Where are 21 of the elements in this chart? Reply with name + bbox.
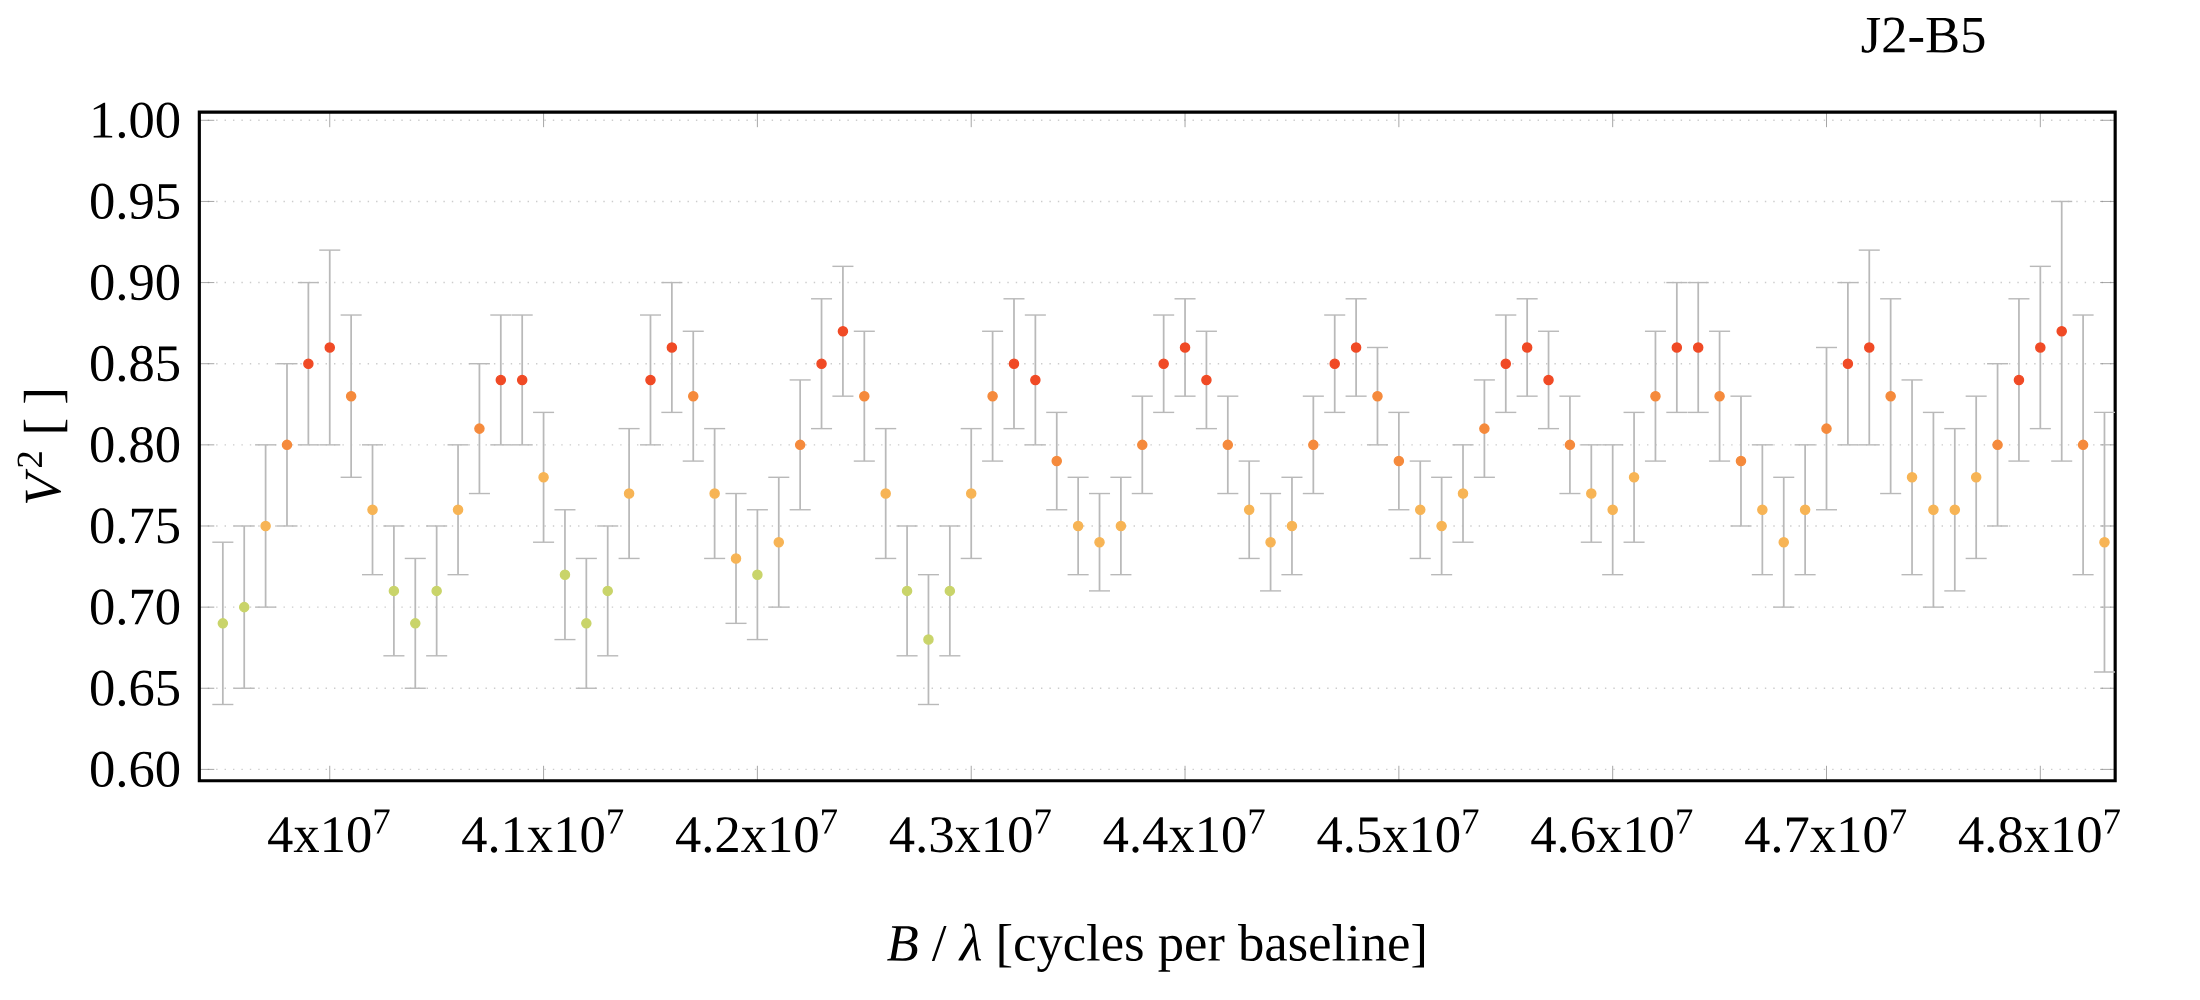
y-tick-label: 0.65 [91,670,180,707]
x-tick-label: 4.8x10$^{7}$ [1958,809,2120,853]
x-tick-label: 4.5x10$^{7}$ [1317,809,1479,853]
x-tick-label: 4.6x10$^{7}$ [1531,809,1693,853]
x-tick-label: 4x10$^{7}$ [268,809,390,853]
x-tick-label: 4.2x10$^{7}$ [676,809,837,853]
x-tick-label: 4.1x10$^{7}$ [462,809,624,853]
x-tick-label: 4.7x10$^{7}$ [1745,809,1907,853]
x-axis-title: B / λ [cycles per baseline] [887,923,1425,972]
y-tick-label: 0.95 [91,183,180,220]
y-tick-label: 0.85 [91,345,180,382]
y-tick-label: 0.80 [91,426,180,463]
y-tick-label: 1.00 [93,102,180,139]
y-axis-title: V$^{2}$ [ ] [17,390,68,503]
chart-title: J2-B5 [1861,17,1985,53]
y-tick-label: 0.70 [91,589,180,625]
y-tick-label: 0.75 [91,507,180,544]
x-tick-label: 4.4x10$^{7}$ [1103,809,1265,853]
x-tick-label: 4.3x10$^{7}$ [889,809,1051,853]
y-tick-label: 0.90 [91,264,180,301]
y-tick-label: 0.60 [91,751,180,788]
